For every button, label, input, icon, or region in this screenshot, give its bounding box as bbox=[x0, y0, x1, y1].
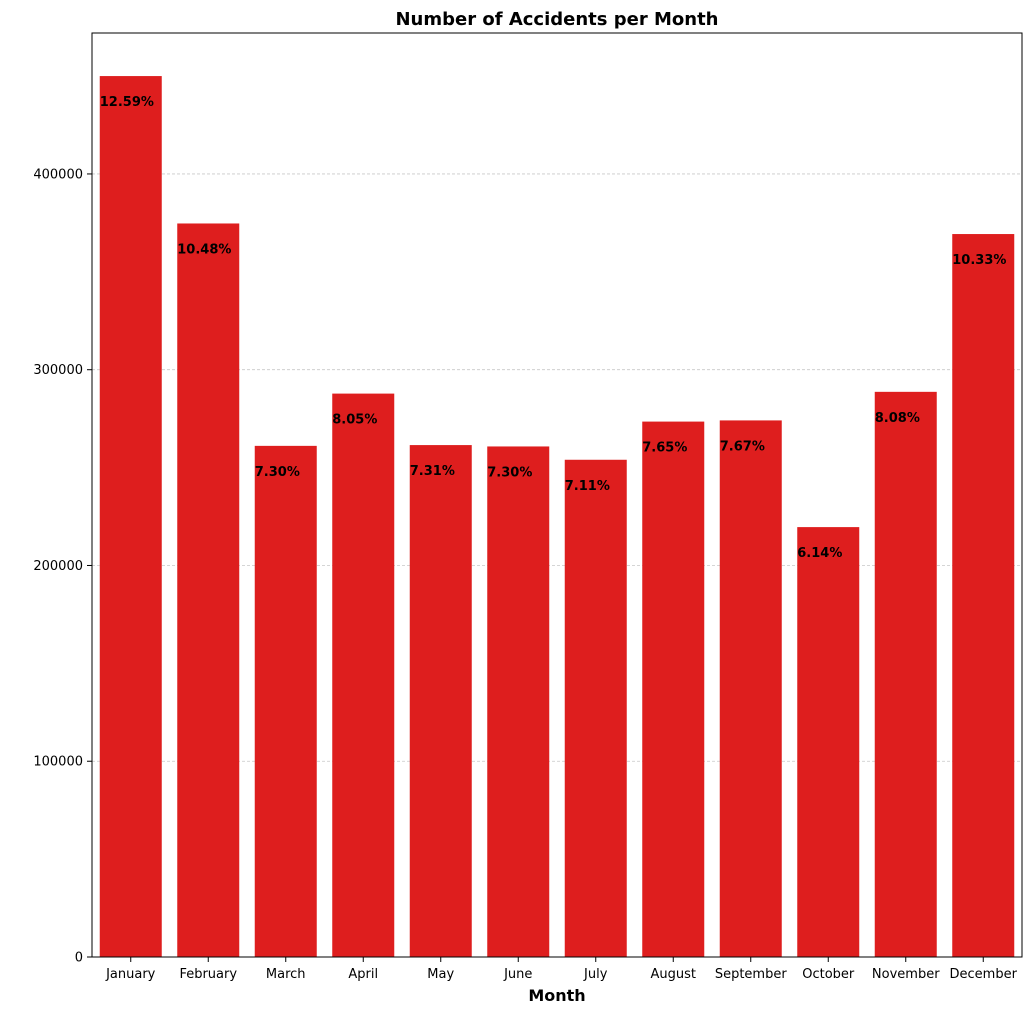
x-tick-label: November bbox=[872, 967, 940, 982]
data-label: 8.08% bbox=[875, 411, 920, 426]
chart-title: Number of Accidents per Month bbox=[395, 9, 718, 30]
x-tick-label: January bbox=[105, 967, 156, 982]
gridlines bbox=[92, 173, 1022, 762]
y-tick-label: 100000 bbox=[33, 755, 83, 770]
y-tick-label: 400000 bbox=[33, 167, 83, 182]
data-label: 7.31% bbox=[410, 464, 455, 479]
x-tick-label: December bbox=[950, 967, 1018, 982]
bar-september bbox=[719, 420, 782, 957]
x-tick-label: August bbox=[651, 967, 697, 982]
bar-april bbox=[332, 393, 395, 957]
x-axis-title: Month bbox=[528, 986, 585, 1005]
x-tick-label: September bbox=[715, 967, 788, 982]
x-tick-label: February bbox=[179, 967, 237, 982]
x-tick-label: May bbox=[427, 967, 454, 982]
x-tick-label: October bbox=[802, 967, 855, 982]
bar-october bbox=[797, 527, 860, 957]
bar-august bbox=[642, 421, 705, 957]
bar-november bbox=[874, 391, 937, 958]
bar-february bbox=[177, 223, 240, 957]
data-label: 10.33% bbox=[952, 253, 1006, 268]
data-label: 7.30% bbox=[487, 465, 532, 480]
x-tick-label: July bbox=[583, 967, 608, 982]
y-tick-label: 300000 bbox=[33, 363, 83, 378]
x-tick-label: March bbox=[266, 967, 306, 982]
bar-july bbox=[564, 459, 627, 957]
y-axis: 0 100000 200000 300000 400000 bbox=[33, 167, 92, 966]
data-label: 6.14% bbox=[797, 546, 842, 561]
data-label: 7.67% bbox=[720, 439, 765, 454]
bar-january bbox=[99, 76, 162, 957]
bar-march bbox=[254, 445, 317, 957]
x-axis: January February March April May June July Augu… bbox=[105, 957, 1018, 982]
y-tick-label: 200000 bbox=[33, 559, 83, 574]
x-tick-label: April bbox=[348, 967, 378, 982]
x-tick-label: June bbox=[503, 967, 532, 982]
data-labels: 12.59% 10.48% 7.30% 8.05% 7.31% 7.30% 7.11% 7.6… bbox=[100, 95, 1007, 561]
bar-december bbox=[952, 234, 1015, 957]
bar-may bbox=[409, 445, 472, 957]
bar-june bbox=[487, 446, 550, 957]
data-label: 8.05% bbox=[332, 413, 377, 428]
data-label: 10.48% bbox=[177, 242, 231, 257]
y-tick-label: 0 bbox=[75, 951, 83, 966]
data-label: 7.65% bbox=[642, 441, 687, 456]
data-label: 12.59% bbox=[100, 95, 154, 110]
bars bbox=[99, 76, 1015, 958]
data-label: 7.30% bbox=[255, 465, 300, 480]
data-label: 7.11% bbox=[565, 479, 610, 494]
plot-frame bbox=[91, 32, 1023, 958]
